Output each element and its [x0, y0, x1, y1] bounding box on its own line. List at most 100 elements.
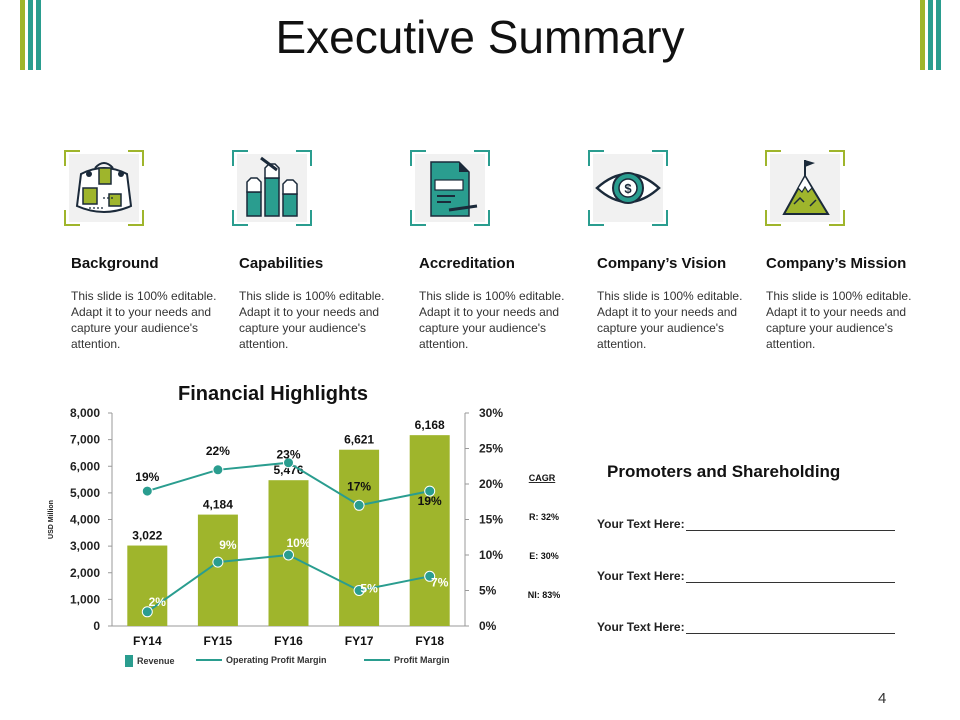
feature-card-vision: $	[588, 150, 668, 226]
profit-margin-point	[283, 549, 294, 561]
cagr-item: NI: 83%	[528, 590, 561, 600]
y-tick-label: 8,000	[70, 406, 100, 420]
feature-card-accreditation	[410, 150, 490, 226]
operating-margin-point	[212, 464, 224, 476]
revenue-label: 6,168	[415, 418, 445, 432]
raised-hands-icon	[237, 154, 307, 222]
y2-tick-label: 25%	[479, 442, 503, 456]
operating-margin-label: 19%	[418, 494, 442, 508]
y-tick-label: 4,000	[70, 513, 100, 527]
operating-margin-point	[283, 457, 294, 469]
decor-bar	[20, 0, 25, 70]
promoter-row: Your Text Here:	[597, 620, 895, 634]
mountain-flag-icon	[770, 154, 840, 222]
cagr-item: R: 32%	[529, 512, 559, 522]
cagr-item: E: 30%	[529, 551, 559, 561]
promoter-row: Your Text Here:	[597, 569, 895, 583]
decor-bar	[920, 0, 925, 70]
y2-tick-label: 15%	[479, 513, 503, 527]
profit-margin-label: 5%	[360, 582, 378, 596]
decor-bar	[936, 0, 941, 70]
feature-title: Company’s Vision	[597, 255, 727, 272]
svg-text:$: $	[624, 181, 632, 196]
promoter-label: Your Text Here:	[597, 517, 685, 531]
decor-bar	[36, 0, 41, 70]
feature-card-capabilities	[232, 150, 312, 226]
y-tick-label: 1,000	[70, 592, 100, 606]
legend-label: Operating Profit Margin	[226, 655, 327, 665]
y-axis-label: USD Million	[48, 500, 55, 539]
feature-title: Background	[71, 255, 159, 272]
feature-description: This slide is 100% editable. Adapt it to…	[766, 289, 912, 351]
decor-bar	[928, 0, 933, 70]
profit-margin-point	[141, 606, 153, 618]
feature-title: Accreditation	[419, 255, 515, 272]
feature-description: This slide is 100% editable. Adapt it to…	[597, 289, 743, 351]
feature-title: Company’s Mission	[766, 255, 907, 272]
legend-operating-profit-margin: Operating Profit Margin	[196, 655, 327, 665]
y2-tick-label: 30%	[479, 406, 503, 420]
y2-tick-label: 0%	[479, 619, 497, 633]
revenue-label: 6,621	[344, 433, 374, 447]
promoter-row: Your Text Here:	[597, 517, 895, 531]
text-line[interactable]	[685, 570, 895, 583]
decor-bar	[28, 0, 33, 70]
feature-description: This slide is 100% editable. Adapt it to…	[419, 289, 565, 351]
revenue-bar	[409, 435, 450, 626]
legend-revenue: Revenue	[125, 655, 175, 667]
operating-margin-label: 19%	[135, 470, 159, 484]
revenue-bar	[339, 449, 380, 626]
x-tick-label: FY14	[133, 634, 162, 648]
operating-margin-label: 22%	[206, 444, 230, 458]
promoters-title: Promoters and Shareholding	[607, 462, 841, 481]
profit-margin-point	[212, 556, 224, 568]
feature-description: This slide is 100% editable. Adapt it to…	[71, 289, 217, 351]
operating-margin-point	[141, 485, 153, 497]
city-buildings-icon	[69, 154, 139, 222]
profit-margin-label: 10%	[286, 536, 310, 550]
revenue-label: 4,184	[203, 498, 233, 512]
revenue-bar	[197, 514, 238, 626]
revenue-label: 3,022	[132, 529, 162, 543]
x-tick-label: FY15	[204, 634, 233, 648]
legend-swatch-revenue	[125, 655, 133, 667]
y-tick-label: 2,000	[70, 566, 100, 580]
profit-margin-label: 7%	[431, 575, 449, 589]
feature-card-background	[64, 150, 144, 226]
x-tick-label: FY17	[345, 634, 374, 648]
feature-description: This slide is 100% editable. Adapt it to…	[239, 289, 385, 351]
legend-profit-margin: Profit Margin	[364, 655, 450, 665]
page-number: 4	[878, 690, 887, 707]
operating-margin-label: 17%	[347, 479, 371, 493]
y2-tick-label: 10%	[479, 548, 503, 562]
promoter-label: Your Text Here:	[597, 569, 685, 583]
text-line[interactable]	[685, 621, 895, 634]
profit-margin-label: 9%	[219, 538, 237, 552]
text-line[interactable]	[685, 518, 895, 531]
legend-label: Profit Margin	[394, 655, 450, 665]
promoter-label: Your Text Here:	[597, 620, 685, 634]
legend-label: Revenue	[137, 656, 175, 666]
x-tick-label: FY18	[415, 634, 444, 648]
profit-margin-point	[424, 570, 436, 582]
y-tick-label: 7,000	[70, 433, 100, 447]
operating-margin-label: 23%	[276, 448, 300, 462]
operating-margin-point	[353, 499, 365, 511]
operating-margin-point	[424, 485, 436, 497]
financial-highlights-title: Financial Highlights	[178, 383, 369, 405]
cagr-title: CAGR	[529, 473, 556, 483]
eye-dollar-icon: $	[593, 154, 663, 222]
y-tick-label: 0	[93, 619, 100, 633]
feature-title: Capabilities	[239, 255, 324, 272]
y-tick-label: 5,000	[70, 486, 100, 500]
page-title: Executive Summary	[275, 11, 685, 63]
x-tick-label: FY16	[274, 634, 303, 648]
y-tick-label: 6,000	[70, 459, 100, 473]
profit-margin-point	[353, 585, 365, 596]
financial-chart: 0 1,000 2,000 3,000 4,000 5,000 6,000 7,000 8,00…	[48, 406, 561, 648]
y2-tick-label: 5%	[479, 584, 497, 598]
legend-swatch-line	[364, 659, 390, 661]
y-tick-label: 3,000	[70, 539, 100, 553]
profit-margin-label: 2%	[149, 595, 167, 609]
certificate-document-icon	[415, 154, 485, 222]
